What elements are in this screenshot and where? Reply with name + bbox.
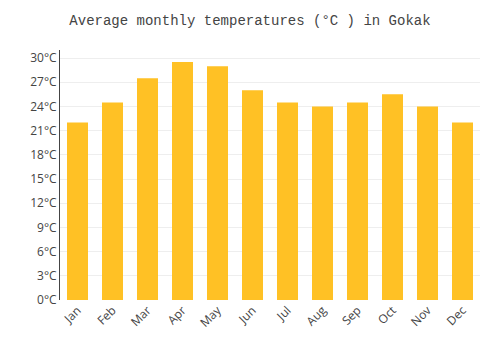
svg-text:Apr: Apr xyxy=(164,302,190,328)
svg-text:Jun: Jun xyxy=(234,302,259,327)
svg-text:12°C: 12°C xyxy=(30,194,57,211)
svg-text:Feb: Feb xyxy=(93,302,119,328)
svg-text:Mar: Mar xyxy=(127,302,155,330)
svg-text:May: May xyxy=(196,301,225,330)
svg-text:27°C: 27°C xyxy=(30,73,57,90)
svg-text:21°C: 21°C xyxy=(30,122,57,139)
svg-text:Oct: Oct xyxy=(374,302,400,328)
svg-text:Dec: Dec xyxy=(443,302,470,329)
svg-text:24°C: 24°C xyxy=(30,98,57,115)
svg-text:Jan: Jan xyxy=(60,302,85,327)
svg-text:30°C: 30°C xyxy=(30,49,57,66)
svg-text:3°C: 3°C xyxy=(37,267,57,284)
svg-text:15°C: 15°C xyxy=(30,170,57,187)
svg-text:Nov: Nov xyxy=(407,302,435,330)
svg-text:Average monthly temperatures (: Average monthly temperatures (°C ) in Go… xyxy=(69,13,430,29)
svg-text:0°C: 0°C xyxy=(37,291,57,308)
svg-text:Sep: Sep xyxy=(338,302,365,329)
svg-text:6°C: 6°C xyxy=(37,243,57,260)
svg-text:Aug: Aug xyxy=(302,302,330,330)
svg-text:9°C: 9°C xyxy=(37,219,57,236)
svg-text:18°C: 18°C xyxy=(30,146,57,163)
svg-text:Jul: Jul xyxy=(272,302,294,324)
